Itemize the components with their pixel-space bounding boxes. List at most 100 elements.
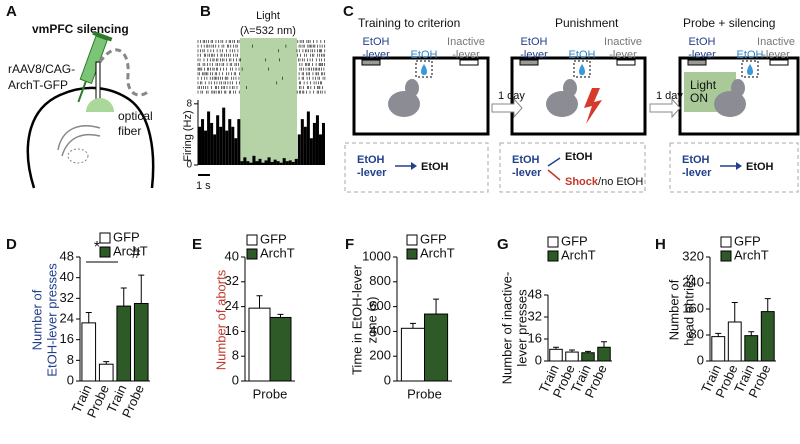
- bar: [198, 126, 202, 165]
- y-tick-label: 16: [225, 323, 239, 338]
- drop: [579, 64, 585, 75]
- lever: [519, 59, 539, 66]
- drop: [747, 64, 753, 75]
- outcome-box: [344, 142, 489, 193]
- reward-label: EtOH: [411, 49, 438, 61]
- bar: [285, 161, 289, 165]
- error-bar: [715, 332, 722, 337]
- lever-label: -lever: [362, 49, 390, 61]
- y-axis-label: Time in EtOH-lever: [349, 264, 364, 375]
- reward-port: [415, 60, 433, 78]
- stage-title: Training to criterion: [358, 16, 460, 30]
- mouse: [546, 91, 578, 117]
- outcome-result: Shock/no EtOH: [565, 176, 643, 188]
- error-bar: [85, 312, 92, 323]
- bar: [255, 161, 259, 165]
- legend-swatch: [547, 250, 559, 262]
- error-bar: [433, 298, 440, 315]
- lever: [769, 59, 789, 66]
- optical-fiber: [95, 61, 101, 105]
- y-axis-label: lever presses: [514, 289, 529, 367]
- bar: [309, 138, 313, 165]
- lever: [616, 59, 636, 66]
- bar: [228, 119, 232, 165]
- light-label: ON: [690, 91, 708, 105]
- y-tick-label: 0: [535, 352, 542, 367]
- bar: [204, 130, 208, 165]
- bar: [234, 138, 238, 165]
- bar: [243, 157, 247, 165]
- lever-label: -lever: [520, 49, 548, 61]
- bar: [237, 119, 241, 165]
- brain-structure: [57, 125, 101, 157]
- chamber: [352, 56, 490, 136]
- mouse: [714, 91, 746, 117]
- bar: [133, 303, 149, 382]
- lever: [361, 59, 381, 66]
- bar: [760, 311, 775, 362]
- outcome-result: EtOH: [421, 161, 449, 173]
- bar: [269, 316, 292, 382]
- transition-arrow: [649, 97, 681, 119]
- outcome-result: EtOH: [565, 151, 593, 163]
- drop: [421, 64, 427, 75]
- y-axis-label: Firing (Hz): [182, 110, 194, 161]
- error-bar: [409, 322, 416, 329]
- bar: [279, 162, 283, 165]
- brain-structure: [67, 148, 89, 164]
- annotation: *: [94, 239, 100, 256]
- bar: [300, 119, 304, 165]
- bar: [216, 115, 220, 165]
- legend-label: ArchT: [561, 247, 596, 262]
- transition-label: 1 day: [656, 90, 683, 102]
- bar: [98, 363, 114, 382]
- bar: [400, 327, 425, 382]
- virus-label: rAAV8/CAG-: [8, 62, 75, 76]
- outcome-box: [669, 142, 799, 193]
- bar: [288, 160, 292, 165]
- mouse-head: [563, 79, 577, 97]
- bar: [201, 119, 205, 165]
- y-tick-label: 0: [67, 372, 74, 387]
- lever-label: EtOH: [689, 36, 716, 48]
- error-bar: [103, 361, 110, 365]
- bar: [81, 322, 97, 382]
- light-label: (λ=532 nm): [240, 25, 296, 37]
- inactive-label: -lever: [762, 49, 790, 61]
- panel-label: F: [345, 236, 354, 253]
- y-axis-label: EtOH-lever presses: [44, 263, 59, 377]
- bar: [424, 313, 449, 382]
- y-tick-label: 32: [225, 273, 239, 288]
- legend-swatch: [720, 250, 732, 262]
- bar: [213, 134, 217, 165]
- stage-title: Probe + silencing: [683, 16, 775, 30]
- bar: [312, 122, 316, 165]
- panel-label: H: [655, 236, 666, 253]
- y-axis-label: zone (s): [364, 297, 379, 344]
- syringe: [77, 30, 113, 103]
- lever-label: -lever: [688, 49, 716, 61]
- legend-swatch: [99, 232, 111, 244]
- y-tick-label: 16: [60, 331, 74, 346]
- bar: [294, 158, 298, 165]
- inactive-label: -lever: [452, 49, 480, 61]
- x-tick-label: Probe: [253, 386, 288, 401]
- y-axis-label: head entries: [681, 274, 696, 346]
- y-tick-label: 800: [369, 273, 391, 288]
- arrow: [547, 169, 561, 181]
- y-axis-label: Number of inactive-: [499, 272, 514, 385]
- mouse-head: [731, 79, 745, 97]
- panel-a: A vmPFC silencing rAAV8/CAG- ArchT-GFP o…: [6, 3, 155, 189]
- legend-swatch: [246, 248, 258, 260]
- error-bar: [601, 341, 607, 348]
- transition-arrow: [491, 97, 523, 119]
- bar: [273, 159, 277, 165]
- legend-swatch: [547, 236, 559, 248]
- outcome-lever: EtOH: [357, 154, 385, 166]
- arrow: [547, 157, 561, 167]
- y-tick-label: 8: [232, 348, 239, 363]
- outcome-box: [499, 142, 646, 193]
- bar: [222, 107, 226, 165]
- fiber-label: fiber: [118, 124, 141, 138]
